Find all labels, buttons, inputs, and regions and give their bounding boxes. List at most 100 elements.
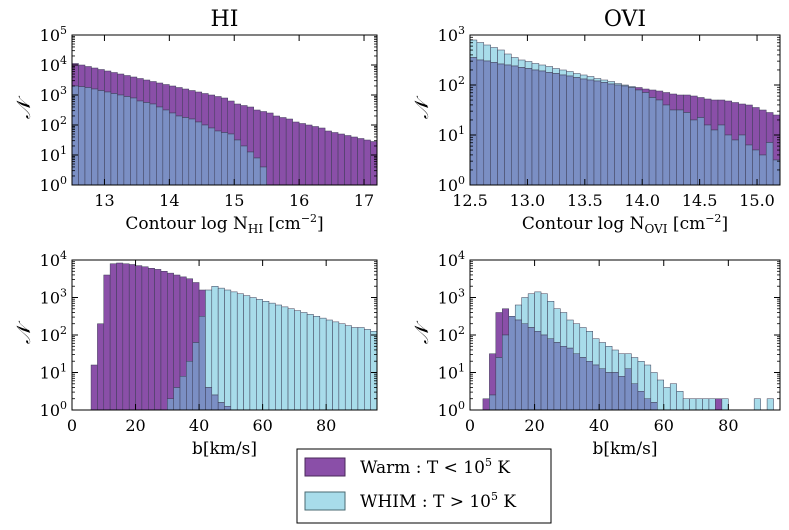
overlap-bar bbox=[607, 83, 615, 185]
overlap-bar bbox=[246, 151, 254, 185]
warm-bar bbox=[103, 274, 111, 410]
overlap-bar bbox=[724, 134, 733, 185]
overlap-bar bbox=[592, 364, 600, 410]
warm-bar bbox=[148, 268, 155, 410]
overlap-bar bbox=[650, 402, 658, 410]
overlap-bar bbox=[497, 63, 505, 185]
overlap-bar bbox=[566, 347, 574, 410]
whim-bar bbox=[517, 59, 526, 68]
warm-bar bbox=[182, 88, 190, 118]
y-tick-label: 101 bbox=[40, 362, 67, 383]
y-tick-label: 100 bbox=[40, 399, 67, 420]
overlap-bar bbox=[156, 106, 164, 185]
x-tick-label: 15 bbox=[224, 191, 244, 210]
warm-bar bbox=[175, 87, 183, 117]
whim-bar bbox=[243, 295, 251, 410]
overlap-bar bbox=[621, 85, 629, 185]
overlap-bar bbox=[717, 124, 726, 185]
overlap-bar bbox=[566, 75, 574, 185]
warm-bar bbox=[198, 289, 206, 317]
overlap-bar bbox=[524, 68, 533, 185]
whim-bar bbox=[538, 64, 547, 72]
warm-bar bbox=[259, 111, 267, 168]
warm-legend-swatch bbox=[304, 457, 346, 477]
warm-bar bbox=[240, 105, 248, 147]
overlap-bar bbox=[253, 157, 261, 185]
whim-bar bbox=[490, 47, 498, 63]
warm-bar bbox=[84, 66, 92, 88]
whim-bar bbox=[224, 289, 232, 407]
whim-bar bbox=[676, 391, 684, 410]
warm-bar bbox=[357, 138, 365, 185]
whim-legend-label: WHIM : T > 105 K bbox=[360, 490, 516, 512]
whim-bar bbox=[294, 310, 302, 410]
warm-bar bbox=[72, 63, 79, 87]
whim-bar bbox=[534, 291, 542, 332]
overlap-bar bbox=[130, 97, 138, 185]
overlap-bar bbox=[553, 342, 561, 410]
whim-bar bbox=[566, 319, 574, 349]
warm-bar bbox=[167, 272, 174, 399]
overlap-bar bbox=[78, 86, 86, 185]
panel-hi-b: 0 20 40 60 80 100 101 102 103 104 𝒩b[km/s] bbox=[13, 249, 378, 459]
overlap-bar bbox=[476, 59, 485, 185]
whim-bar bbox=[611, 349, 619, 373]
overlap-bar bbox=[683, 112, 691, 185]
overlap-bar bbox=[179, 376, 187, 410]
overlap-bar bbox=[201, 124, 209, 185]
panel-ovi-column: 12.5 13.0 13.5 14.0 14.5 15.0 100 101 102 103 𝒩 OVI… bbox=[411, 7, 781, 236]
overlap-bar bbox=[104, 91, 112, 185]
warm-bar bbox=[246, 106, 254, 153]
warm-bar bbox=[90, 364, 98, 410]
overlap-bar bbox=[534, 331, 542, 410]
overlap-bar bbox=[489, 394, 497, 410]
whim-bar bbox=[281, 306, 289, 410]
whim-bar bbox=[593, 78, 602, 82]
overlap-bar bbox=[149, 103, 157, 185]
overlap-bar bbox=[676, 109, 684, 185]
overlap-bar bbox=[123, 96, 131, 185]
whim-bar bbox=[268, 302, 276, 410]
overlap-bar bbox=[586, 79, 595, 185]
overlap-bar bbox=[635, 89, 643, 185]
whim-bar bbox=[364, 329, 371, 410]
overlap-bar bbox=[169, 112, 177, 185]
whim-bar bbox=[708, 398, 716, 410]
bars-hi-b bbox=[90, 262, 377, 410]
warm-bar bbox=[141, 266, 149, 410]
overlap-bar bbox=[697, 117, 705, 185]
overlap-bar bbox=[662, 104, 671, 185]
y-tick-label: 102 bbox=[40, 324, 67, 345]
overlap-bar bbox=[531, 69, 540, 185]
warm-bar bbox=[285, 118, 293, 185]
whim-legend-swatch bbox=[304, 491, 346, 511]
whim-bar bbox=[521, 297, 529, 324]
warm-bar bbox=[110, 72, 118, 94]
y-tick-label: 101 bbox=[438, 124, 465, 145]
overlap-bar bbox=[611, 372, 619, 410]
x-axis-label: Contour log NOVI [cm−2] bbox=[522, 212, 728, 236]
overlap-bar bbox=[233, 139, 241, 185]
overlap-bar bbox=[759, 154, 767, 185]
overlap-bar bbox=[136, 100, 144, 185]
whim-bar bbox=[357, 327, 365, 410]
warm-bar bbox=[635, 87, 643, 91]
overlap-bar bbox=[559, 74, 567, 185]
overlap-bar bbox=[517, 67, 526, 185]
x-axis-label: Contour log NHI [cm−2] bbox=[125, 212, 323, 236]
overlap-bar bbox=[208, 127, 216, 185]
warm-bar bbox=[697, 97, 705, 118]
warm-bar bbox=[779, 117, 780, 171]
whim-bar bbox=[579, 327, 587, 358]
warm-bar bbox=[253, 109, 261, 159]
overlap-bar bbox=[593, 80, 602, 185]
whim-bar bbox=[566, 71, 574, 77]
overlap-bar bbox=[504, 64, 512, 185]
overlap-bar bbox=[779, 169, 780, 185]
warm-bar bbox=[292, 121, 300, 185]
warm-bar bbox=[188, 90, 196, 120]
whim-bar bbox=[753, 398, 761, 410]
whim-bar bbox=[631, 357, 639, 384]
warm-bar bbox=[662, 92, 671, 106]
x-tick-label: 20 bbox=[125, 416, 145, 435]
